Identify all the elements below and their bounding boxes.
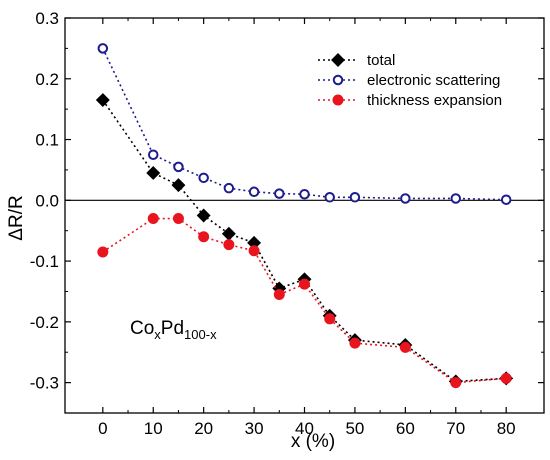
data-point <box>223 239 235 251</box>
x-tick-label: 0 <box>98 419 107 438</box>
x-tick-label: 40 <box>295 419 314 438</box>
data-point <box>500 372 512 384</box>
data-point <box>400 193 411 204</box>
data-point <box>500 194 512 205</box>
axes: 0 10 20 30 40 50 60 70 80 -0.3 -0.2 -0.1 0.0 0.1 0.2 0.… <box>30 9 545 438</box>
legend: total electronic scattering thickness expa… <box>318 52 502 109</box>
x-axis-title: x (%) <box>291 431 335 452</box>
data-point <box>95 93 110 107</box>
data-point <box>299 278 310 290</box>
legend-item: thickness expansion <box>318 92 502 109</box>
x-tick-label: 50 <box>345 419 364 438</box>
data-point <box>146 166 161 180</box>
data-point <box>223 182 235 194</box>
y-tick-label: -0.1 <box>30 252 59 271</box>
legend-item: electronic scattering <box>318 72 500 89</box>
x-tick-label: 80 <box>497 419 516 438</box>
legend-label: total <box>367 52 395 69</box>
x-tick-label: 20 <box>194 419 213 438</box>
series-line <box>102 217 507 384</box>
data-point <box>97 246 109 258</box>
y-tick-label: -0.2 <box>30 313 59 332</box>
legend-marker <box>331 53 345 67</box>
series-line <box>102 99 507 383</box>
data-point <box>349 337 361 349</box>
data-point <box>173 161 184 173</box>
data-point <box>273 289 285 300</box>
data-point <box>450 193 462 204</box>
data-point <box>97 43 109 54</box>
x-tick-label: 30 <box>245 419 264 438</box>
data-point <box>324 313 336 325</box>
y-tick-label: 0.1 <box>35 131 59 150</box>
data-point <box>172 213 184 225</box>
data-point <box>196 208 211 223</box>
data-point <box>248 245 260 257</box>
legend-marker <box>332 94 344 106</box>
data-point <box>198 231 210 243</box>
composition-annotation: CoxPd100-x <box>130 318 217 342</box>
data-point <box>399 341 411 353</box>
y-tick-label: -0.3 <box>30 374 59 393</box>
data-point <box>147 149 159 160</box>
data-point <box>324 192 335 203</box>
y-axis-title: ΔR/R <box>6 195 27 240</box>
annotation-sub-x: x <box>154 327 161 342</box>
data-point <box>221 226 236 241</box>
y-tick-label: 0.2 <box>35 70 59 89</box>
y-tick-label: 0.3 <box>35 9 59 28</box>
data-point <box>198 172 209 184</box>
data-point <box>299 188 310 200</box>
legend-label: thickness expansion <box>367 92 502 109</box>
y-tick-label: 0.0 <box>35 191 59 210</box>
series-thickness-expansion <box>97 213 512 389</box>
annotation-pd: Pd <box>161 318 184 339</box>
data-point <box>349 192 361 203</box>
data-point <box>450 377 462 389</box>
data-point <box>171 178 186 193</box>
data-point <box>248 186 260 198</box>
series-total <box>95 93 514 389</box>
legend-marker <box>332 74 344 86</box>
data-point <box>147 213 159 225</box>
x-tick-label: 10 <box>144 419 163 438</box>
series-group <box>95 43 514 389</box>
legend-label: electronic scattering <box>367 72 500 89</box>
annotation-sub-100-x: 100-x <box>184 327 217 342</box>
x-tick-label: 60 <box>396 419 415 438</box>
data-point <box>274 188 285 199</box>
x-tick-label: 70 <box>446 419 465 438</box>
legend-item: total <box>318 52 395 69</box>
annotation-co: Co <box>130 318 154 339</box>
series-electronic-scattering <box>97 43 512 205</box>
